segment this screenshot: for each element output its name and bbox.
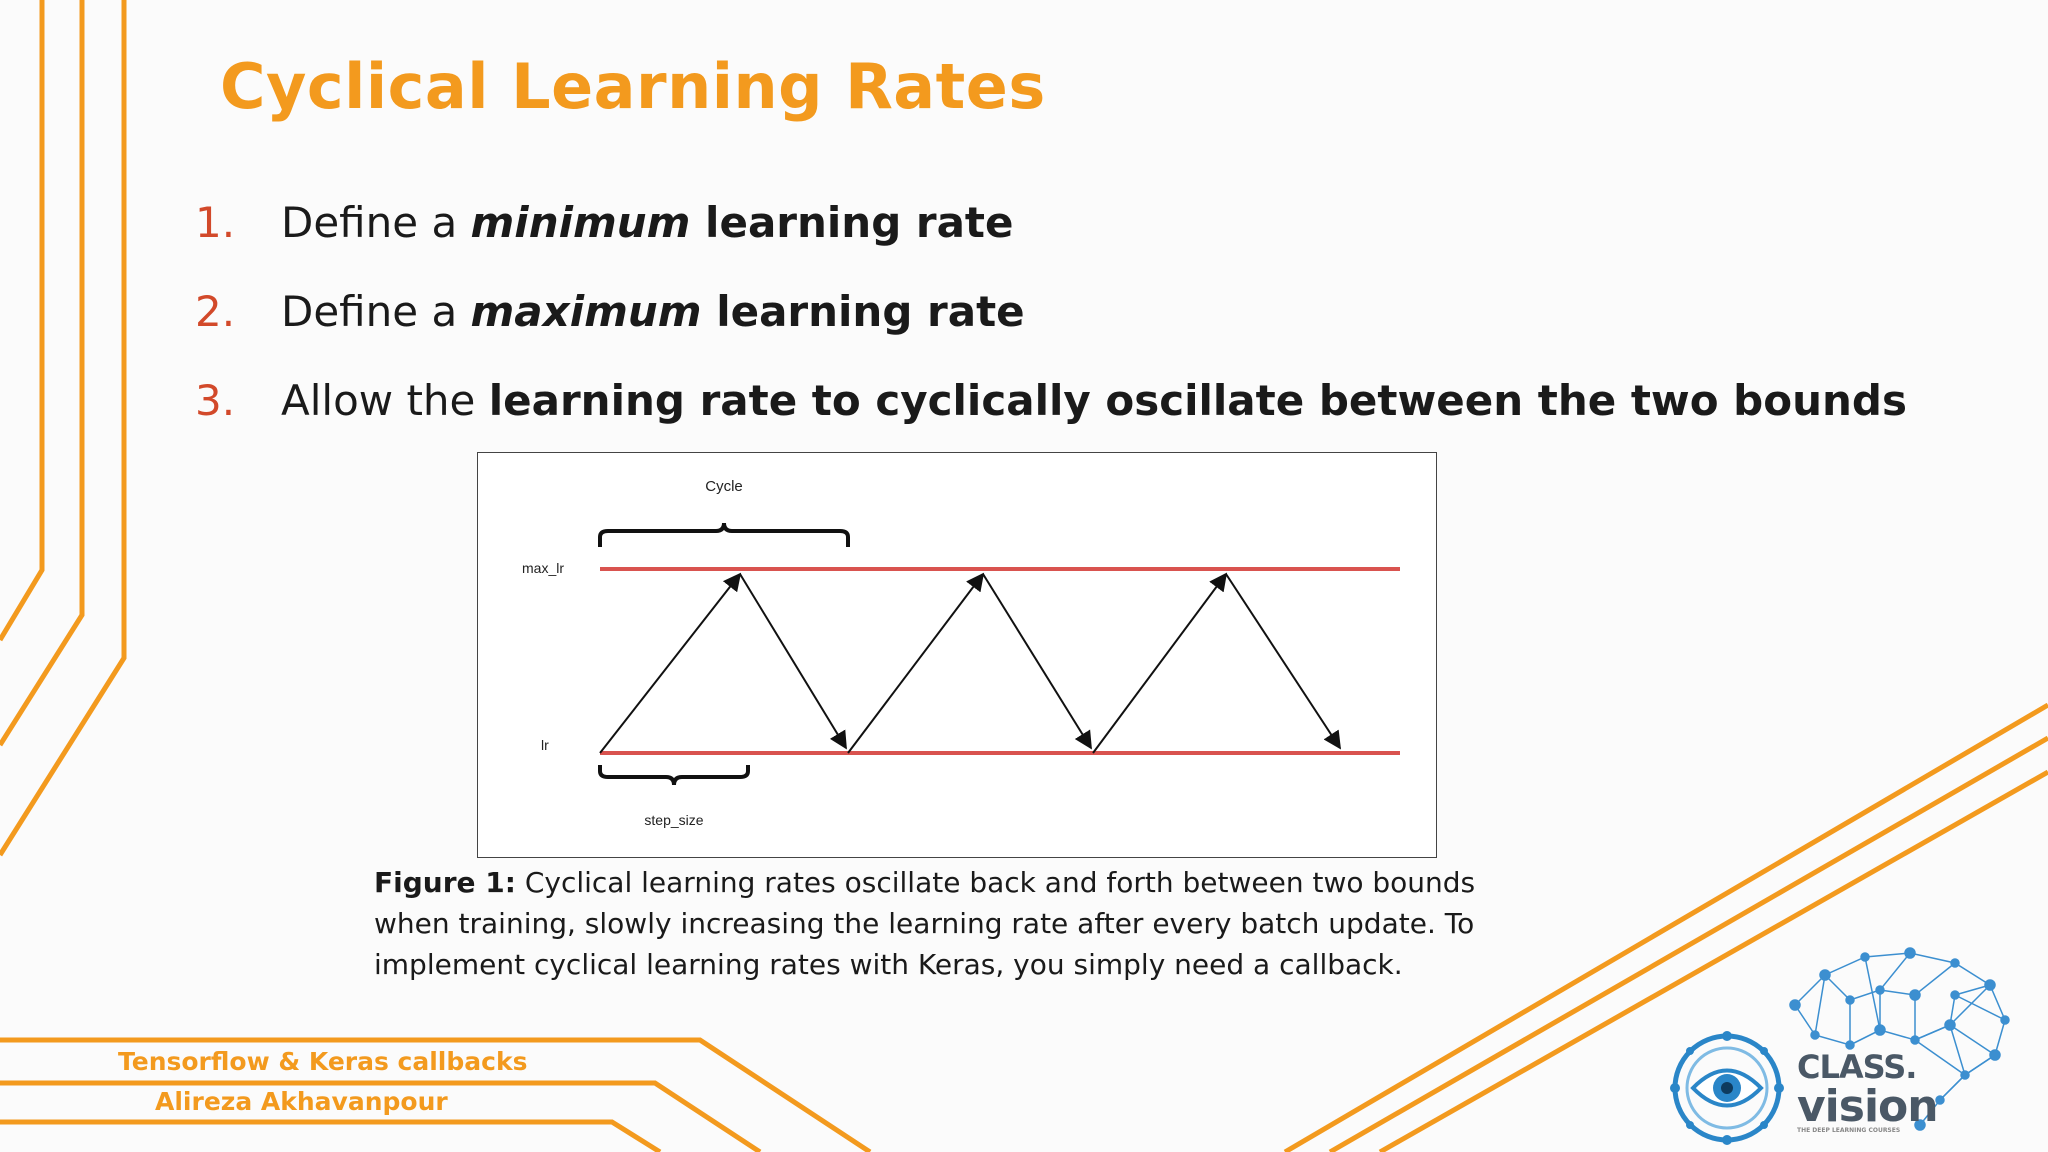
step-suffix: learning rate (690, 198, 1014, 247)
step-text: Define a minimum learning rate (281, 198, 1014, 247)
step-number: 1. (195, 198, 236, 247)
step-number: 3. (195, 376, 236, 425)
slide-title: Cyclical Learning Rates (220, 50, 1046, 123)
step-prefix: Define a (281, 198, 471, 247)
lr-fall-arrow (739, 573, 847, 750)
lr-fall-arrow (982, 573, 1092, 750)
step-text: Define a maximum learning rate (281, 287, 1025, 336)
step-prefix: Define a (281, 287, 471, 336)
step-emphasis: maximum (470, 287, 702, 336)
brain-network-icon (1789, 947, 2010, 1131)
caption-text: Cyclical learning rates oscillate back a… (374, 866, 1476, 981)
step-size-brace (598, 765, 750, 786)
steps-list: 1. Define a minimum learning rate 2. Def… (195, 190, 1955, 457)
eye-emblem-icon (1670, 1031, 1784, 1145)
logo-tagline: THE DEEP LEARNING COURSES (1797, 1127, 1901, 1134)
cycle-label: Cycle (705, 478, 743, 495)
step-item: 3. Allow the learning rate to cyclically… (195, 368, 1955, 457)
step-emphasis: minimum (470, 198, 691, 247)
clr-diagram: Cycle max_lr lr step_size (522, 478, 1400, 828)
class-vision-logo (1670, 947, 2010, 1145)
logo-wordmark: CLASS. vision THE DEEP LEARNING COURSES (1797, 1047, 1939, 1135)
figure-caption: Figure 1: Cyclical learning rates oscill… (374, 862, 1554, 985)
caption-label: Figure 1: (374, 866, 516, 899)
step-item: 1. Define a minimum learning rate (195, 190, 1955, 279)
lr-fall-arrow (1225, 573, 1341, 750)
footer-author: Alireza Akhavanpour (155, 1087, 448, 1116)
logo-line2: vision (1797, 1081, 1939, 1132)
step-item: 2. Define a maximum learning rate (195, 279, 1955, 368)
max-lr-label: max_lr (522, 560, 564, 576)
step-size-label: step_size (644, 812, 703, 828)
step-number: 2. (195, 287, 236, 336)
step-bold: learning rate to cyclically oscillate be… (488, 376, 1907, 425)
lr-rise-arrow (847, 572, 985, 754)
lr-label: lr (541, 737, 549, 753)
clr-figure: Cycle max_lr lr step_size (477, 452, 1437, 858)
lr-rise-arrow (1092, 572, 1228, 754)
logo-line1: CLASS. (1797, 1048, 1917, 1086)
cycle-brace (598, 522, 850, 547)
lr-rise-arrow (599, 572, 742, 754)
step-text: Allow the learning rate to cyclically os… (281, 376, 1907, 425)
step-prefix: Allow the (281, 376, 489, 425)
footer-course-title: Tensorflow & Keras callbacks (118, 1047, 528, 1076)
step-suffix: learning rate (701, 287, 1025, 336)
